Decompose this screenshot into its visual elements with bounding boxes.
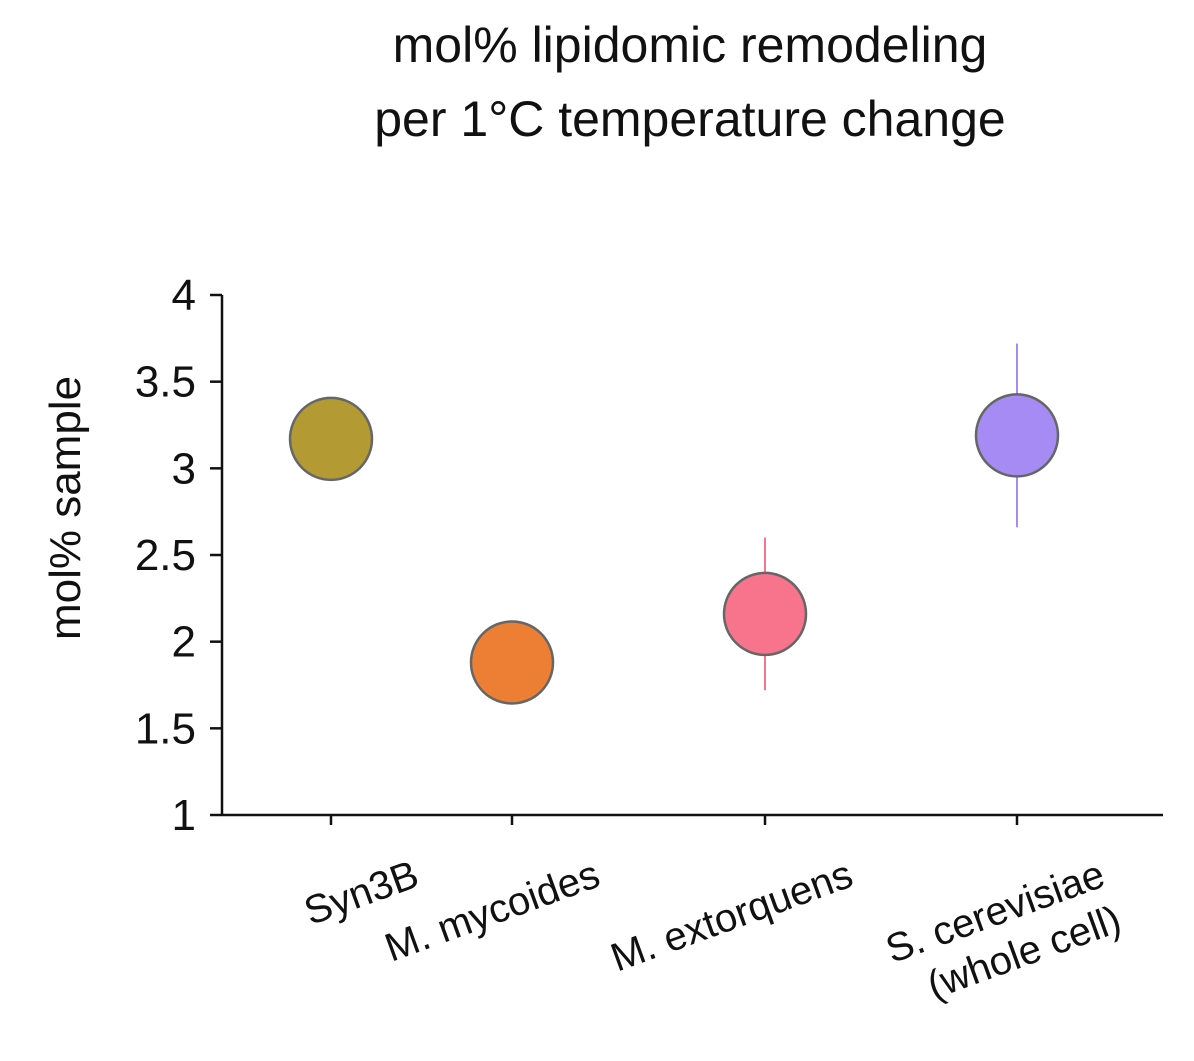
data-points [288,393,1060,705]
y-ticks: 1 1.5 2 2.5 3 3.5 4 [135,271,222,840]
y-tick-label: 3.5 [135,358,196,407]
error-bars [764,343,1018,691]
data-point [722,571,808,657]
chart-title-line-2: per 1°C temperature change [374,91,1005,147]
x-tick-label: M. extorquens [605,852,858,980]
x-tick-label-group: S. cerevisiae(whole cell) [880,852,1127,1008]
chart-title-line-1: mol% lipidomic remodeling [393,17,988,73]
y-tick-label: 4 [172,271,196,320]
chart-title: mol% lipidomic remodeling per 1°C temper… [374,17,1005,147]
data-point [288,396,374,482]
axes [220,295,1163,817]
data-point [974,393,1060,478]
x-tick-label-group: M. extorquens [605,852,858,980]
y-axis-label: mol% sample [41,376,90,640]
y-tick-label: 2.5 [135,531,196,580]
y-tick-label: 1.5 [135,704,196,753]
y-tick-label: 3 [172,444,196,493]
y-tick-label: 2 [172,618,196,667]
data-point [469,620,555,705]
y-tick-label: 1 [172,791,196,840]
